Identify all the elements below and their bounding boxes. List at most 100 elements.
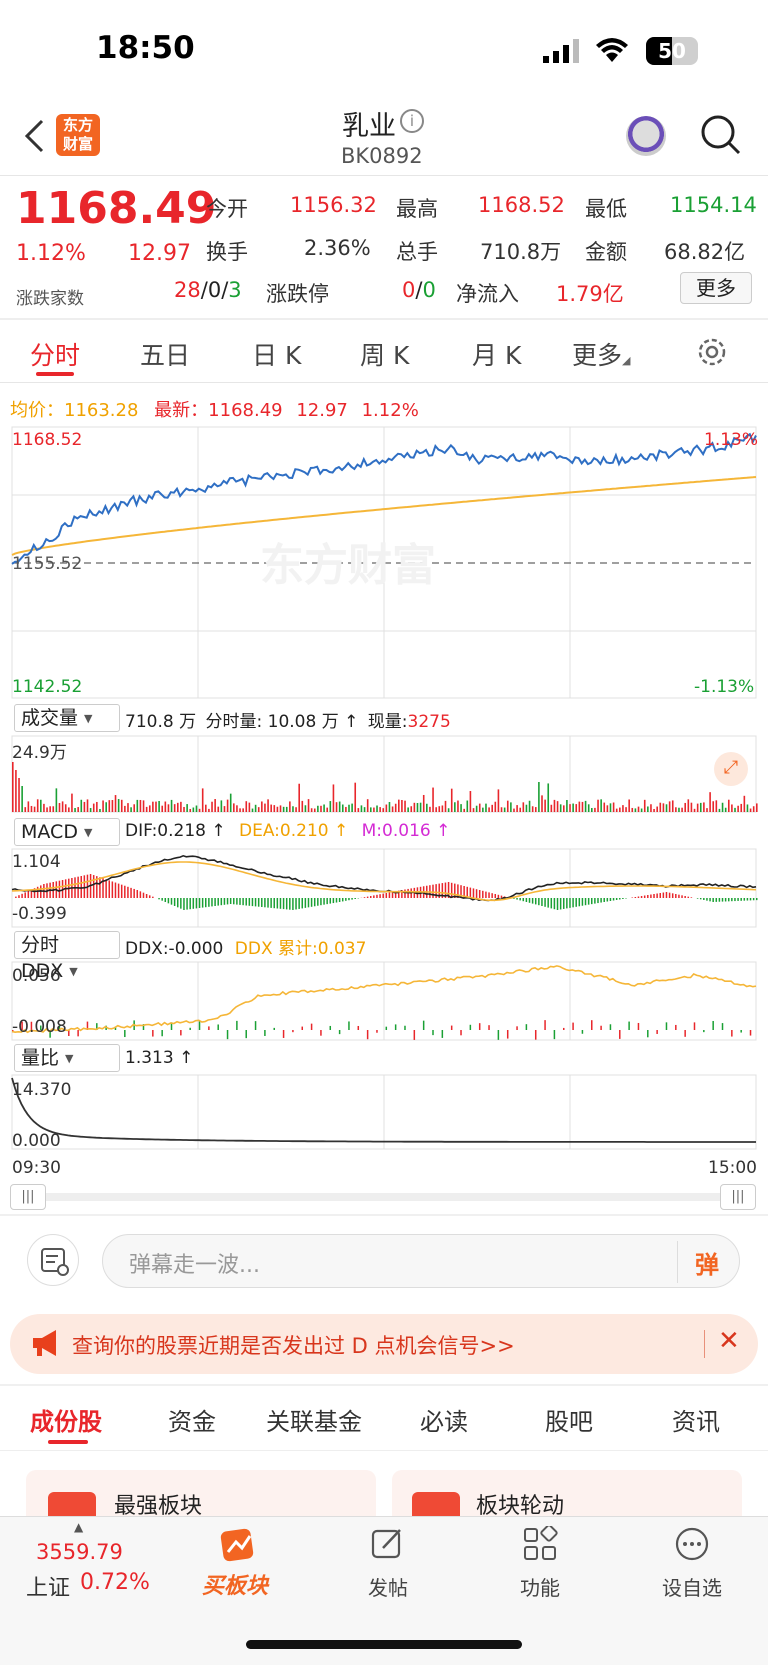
turnover-label: 换手 [206, 240, 248, 264]
avg-label: 均价： [10, 400, 64, 421]
tab-forum[interactable]: 股吧 [545, 1408, 593, 1436]
comment-input[interactable]: 弹幕走一波... 弹 [102, 1234, 740, 1288]
buy-sector-label[interactable]: 买板块 [202, 1574, 269, 1599]
status-time: 18:50 [96, 30, 195, 66]
intraday-chart-svg[interactable]: 东方财富 [0, 420, 768, 1180]
breadth-flat: 0 [207, 278, 222, 302]
latest-label: 最新： [154, 400, 209, 421]
tab-monthly-k[interactable]: 月 K [472, 341, 522, 370]
function-icon[interactable] [522, 1524, 558, 1566]
danmaku-send-button[interactable]: 弹 [695, 1251, 719, 1279]
battery-level: 50 [658, 39, 686, 63]
breadth-label: 涨跌家数 [16, 289, 84, 309]
tab-news[interactable]: 资讯 [672, 1408, 720, 1436]
pct-bottom-label: -1.13% [694, 677, 755, 697]
volume-legend: 710.8 万 分时量: 10.08 万 ↑ 现量:3275 [125, 707, 451, 732]
ratio-y-top: 14.370 [12, 1080, 72, 1100]
range-slider-left-handle[interactable]: ||| [10, 1184, 46, 1210]
volume-value: 710.8万 [480, 240, 562, 264]
pct-top-label: 1.13% [704, 430, 759, 450]
comment-placeholder: 弹幕走一波... [129, 1253, 260, 1278]
home-indicator [246, 1640, 522, 1649]
robot-assistant-icon[interactable] [626, 116, 666, 156]
index-pct[interactable]: 0.72% [80, 1570, 150, 1595]
index-value[interactable]: 3559.79 [36, 1540, 123, 1564]
avg-value: 1163.28 [64, 400, 139, 421]
tab-weekly-k[interactable]: 周 K [360, 341, 410, 370]
breadth-down: 3 [228, 278, 242, 302]
tab-more[interactable]: 更多◢ [572, 336, 630, 372]
function-label[interactable]: 功能 [520, 1576, 560, 1600]
signal-icon [543, 38, 583, 68]
chevron-down-icon: ▼ [84, 711, 93, 725]
latest-value: 1168.49 [208, 400, 283, 421]
tab-daily-k[interactable]: 日 K [252, 341, 302, 370]
ddx-indicator-select[interactable]: 分时 DDX ▼ [14, 931, 120, 982]
megaphone-icon [30, 1328, 62, 1362]
volume-selector-label: 成交量 [21, 707, 79, 729]
macd-indicator-select[interactable]: MACD ▼ [14, 818, 120, 846]
banner-text: 查询你的股票近期是否发出过 D 点机会信号>> [72, 1334, 515, 1358]
search-icon[interactable] [700, 114, 742, 160]
back-icon[interactable] [22, 118, 46, 158]
card-strongest-label: 最强板块 [114, 1494, 203, 1519]
settings-gear-icon[interactable] [696, 336, 728, 372]
range-slider-track[interactable] [12, 1193, 756, 1201]
minute-volume-label: 分时量: [205, 712, 263, 732]
change-percent: 1.12% [16, 241, 86, 266]
netflow-value: 1.79亿 [556, 282, 624, 306]
watchlist-icon[interactable] [674, 1526, 710, 1566]
watchlist-label[interactable]: 设自选 [662, 1576, 722, 1600]
logo-line2: 财富 [62, 135, 93, 153]
ratio-indicator-select[interactable]: 量比 ▼ [14, 1044, 120, 1072]
limit-label: 涨跌停 [266, 282, 329, 306]
ddx-legend: DDX:-0.000 DDX 累计:0.037 [125, 934, 366, 959]
limit-sep: / [415, 278, 423, 302]
open-value: 1156.32 [290, 193, 377, 217]
banner-close-icon[interactable]: ✕ [718, 1326, 740, 1356]
tab-five-day[interactable]: 五日 [140, 341, 191, 370]
sector-code: BK0892 [341, 144, 423, 168]
high-label: 最高 [396, 197, 438, 221]
m-value: M:0.016 ↑ [361, 821, 451, 841]
breadth-up: 28 [174, 278, 201, 302]
price-legend: 均价：1163.28 最新：1168.49 12.97 1.12% [10, 396, 419, 422]
brand-logo: 东方 财富 [56, 114, 100, 156]
info-icon[interactable]: i [400, 109, 424, 133]
comment-list-icon[interactable] [27, 1234, 79, 1286]
chevron-down-icon: ▼ [83, 825, 93, 839]
more-button[interactable]: 更多 [680, 272, 752, 304]
tab-more-label: 更多 [572, 341, 623, 370]
netflow-label: 净流入 [456, 282, 519, 306]
index-name[interactable]: 上证 [26, 1576, 71, 1601]
low-label: 最低 [585, 197, 627, 221]
limit-values: 0/0 [402, 278, 436, 302]
dea-line [11, 861, 757, 902]
dea-value: DEA:0.210 ↑ [239, 821, 349, 841]
turnover-value: 2.36% [304, 236, 371, 260]
buy-sector-icon[interactable] [214, 1526, 262, 1570]
post-label[interactable]: 发帖 [368, 1576, 408, 1600]
y-bottom-label: 1142.52 [12, 677, 83, 697]
time-end: 15:00 [708, 1158, 757, 1178]
index-up-arrow-icon: ▲ [74, 1520, 84, 1534]
expand-icon[interactable]: ⤢ [714, 752, 748, 786]
tab-related-funds[interactable]: 关联基金 [266, 1408, 362, 1436]
tab-intraday[interactable]: 分时 [30, 341, 81, 370]
range-slider-right-handle[interactable]: ||| [720, 1184, 756, 1210]
tab-must-read[interactable]: 必读 [420, 1408, 468, 1436]
macd-y-bottom: -0.399 [12, 904, 67, 924]
signal-banner[interactable]: 查询你的股票近期是否发出过 D 点机会信号>> ✕ [10, 1314, 758, 1374]
amount-value: 68.82亿 [664, 240, 746, 264]
now-volume-label: 现量: [367, 712, 408, 732]
tab-constituents[interactable]: 成份股 [30, 1408, 102, 1436]
amount-label: 金额 [585, 240, 627, 264]
chevron-down-icon: ▼ [65, 1051, 74, 1065]
minute-volume-value: 10.08 万 ↑ [267, 712, 359, 732]
ddx-y-bottom: -0.008 [12, 1017, 67, 1037]
post-icon[interactable] [370, 1526, 406, 1566]
y-mid-label: 1155.52 [12, 554, 83, 574]
tab-funds[interactable]: 资金 [168, 1408, 216, 1436]
open-label: 今开 [206, 197, 248, 221]
volume-indicator-select[interactable]: 成交量 ▼ [14, 704, 120, 732]
